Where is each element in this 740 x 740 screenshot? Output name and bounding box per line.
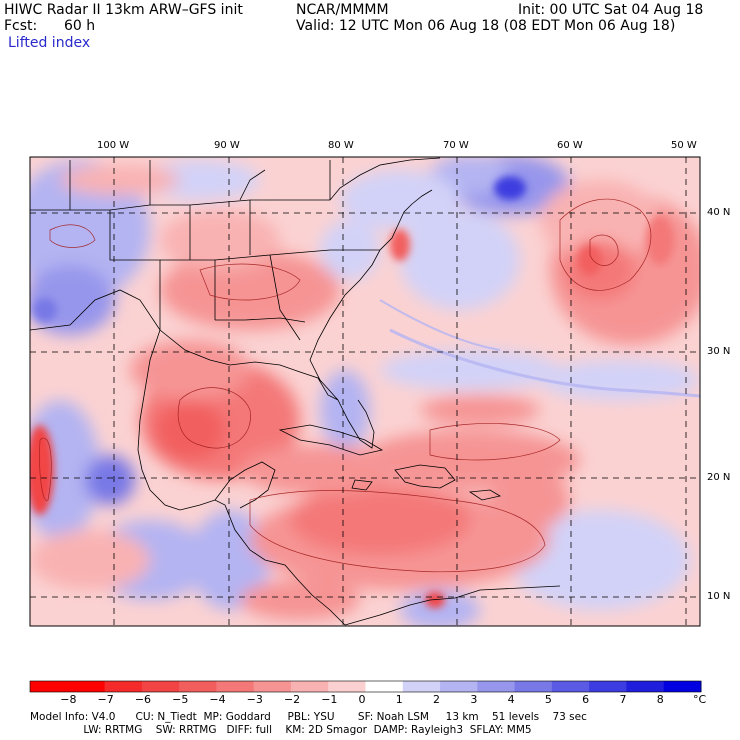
lon-label-50w: 50 W [671, 140, 697, 151]
colorbar-tick-label: 5 [544, 693, 552, 706]
colorbar-swatch [477, 681, 516, 692]
lat-label-10n: 10 N [707, 591, 731, 602]
colorbar-tick-label: 4 [507, 693, 515, 706]
model-info-line1: Model Info: V4.0 CU: N_Tiedt MP: Goddard… [30, 711, 587, 723]
model-info-line2: LW: RRTMG SW: RRTMG DIFF: full KM: 2D Sm… [30, 724, 532, 736]
forecast-hour: 60 h [64, 18, 96, 34]
colorbar-swatch [290, 681, 329, 692]
model-title: HIWC Radar II 13km ARW–GFS init [4, 2, 243, 18]
colorbar-swatch [67, 681, 106, 692]
lon-label-100w: 100 W [97, 140, 130, 151]
colorbar-tick-label: 1 [395, 693, 403, 706]
coastlines [30, 157, 561, 626]
init-time: Init: 00 UTC Sat 04 Aug 18 [518, 2, 704, 18]
forecast-label: Fcst: [4, 18, 38, 34]
colorbar-tick-label: −4 [209, 693, 226, 706]
colorbar-swatch [365, 681, 404, 692]
colorbar-tick-label: −6 [134, 693, 152, 706]
source-label: NCAR/MMMM [296, 2, 389, 18]
colorbar-swatch [589, 681, 627, 692]
colorbar-tick-label: −2 [283, 693, 301, 706]
colorbar-swatch [141, 681, 180, 692]
colorbar-tick-label: −5 [172, 693, 189, 706]
lon-label-90w: 90 W [214, 140, 240, 151]
colorbar-swatch [104, 681, 143, 692]
map-frame [29, 156, 701, 627]
lat-label-20n: 20 N [707, 472, 731, 483]
colorbar-tick-label: 3 [470, 693, 478, 706]
colorbar-swatch [30, 681, 68, 692]
contours [39, 198, 652, 573]
colorbar [29, 680, 702, 693]
colorbar-tick-label: 6 [582, 693, 590, 706]
field-name: Lifted index [8, 35, 91, 51]
colorbar-swatch [253, 681, 292, 692]
colorbar-swatch [216, 681, 255, 692]
field-shading [30, 157, 700, 626]
colorbar-tick-label: −3 [246, 693, 263, 706]
lon-label-60w: 60 W [557, 140, 583, 151]
colorbar-swatch [626, 681, 665, 692]
colorbar-tick-label: −8 [60, 693, 77, 706]
lat-label-40n: 40 N [707, 207, 731, 218]
lon-label-70w: 70 W [443, 140, 469, 151]
colorbar-tick-label: 0 [358, 693, 366, 706]
colorbar-swatch [402, 681, 441, 692]
valid-time: Valid: 12 UTC Mon 06 Aug 18 (08 EDT Mon … [296, 18, 676, 34]
colorbar-tick-label: −7 [97, 693, 114, 706]
graticule [30, 157, 700, 626]
colorbar-frame [29, 680, 702, 693]
colorbar-swatch [663, 681, 702, 692]
colorbar-swatch [514, 681, 553, 692]
lon-label-80w: 80 W [328, 140, 354, 151]
colorbar-unit: °C [693, 693, 707, 706]
colorbar-tick-label: 2 [433, 693, 441, 706]
colorbar-tick-label: 7 [619, 693, 627, 706]
colorbar-swatch [440, 681, 478, 692]
lat-label-30n: 30 N [707, 346, 731, 357]
colorbar-tick-label: −1 [321, 693, 338, 706]
colorbar-swatch [551, 681, 590, 692]
colorbar-tick-label: 8 [656, 693, 664, 706]
colorbar-swatch [328, 681, 366, 692]
colorbar-swatch [179, 681, 217, 692]
